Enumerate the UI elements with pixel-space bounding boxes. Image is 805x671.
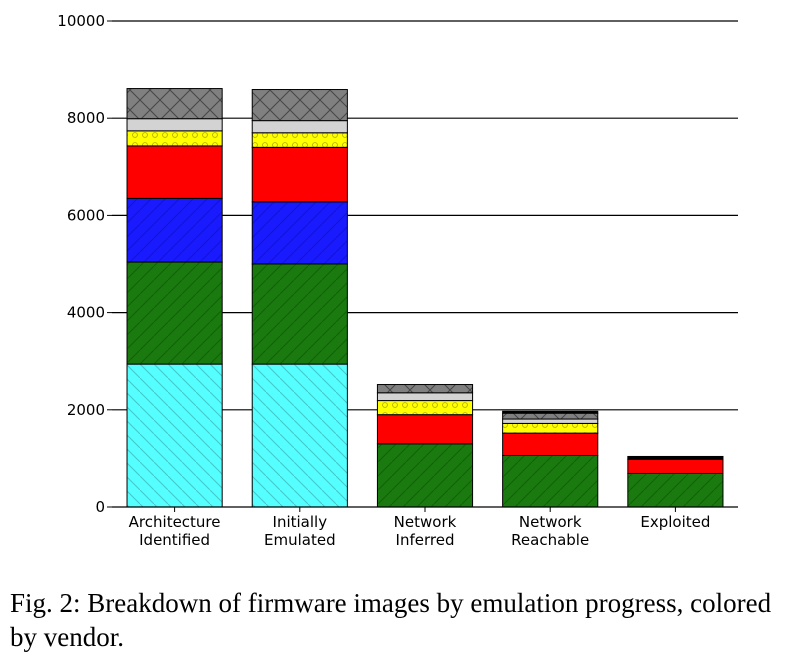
y-tick-label: 10000 (57, 12, 105, 30)
bar-segment-hatch (252, 201, 348, 264)
y-tick-label: 0 (95, 498, 105, 516)
bar-segment (251, 120, 348, 134)
bar-segment-hatch (627, 473, 723, 507)
figure-caption: Fig. 2: Breakdown of firmware images by … (10, 588, 772, 652)
axis-layer: 0 2000 4000 6000 8000 10000 Architecture Identi… (57, 12, 738, 549)
bar-segment-hatch (502, 423, 598, 434)
bar-segment-hatch (252, 89, 348, 121)
bar-segment (126, 145, 223, 199)
bar-segment-hatch (127, 198, 223, 263)
y-tick-label: 6000 (67, 206, 105, 224)
bar-segment-hatch (502, 455, 598, 507)
bar-segment-hatch (502, 413, 598, 420)
x-tick-label: Initially Emulated (264, 513, 336, 549)
y-tick-label: 2000 (67, 401, 105, 419)
x-tick-label: Exploited (640, 513, 710, 531)
x-tick-label: Network Reachable (511, 513, 589, 549)
stacked-bar-chart: 0 2000 4000 6000 8000 10000 Architecture Identi… (57, 12, 738, 549)
bar-segment-hatch (127, 364, 223, 507)
y-tick-label: 4000 (67, 304, 105, 322)
bar-segment-hatch (377, 443, 473, 507)
bar-segment-hatch (127, 88, 223, 119)
y-tick-label: 8000 (67, 109, 105, 127)
bar-segment (126, 118, 223, 132)
bar-segment (376, 414, 474, 445)
bar-segment (627, 455, 724, 460)
bar-segment (627, 458, 724, 474)
bar-segment-hatch (252, 364, 348, 507)
bars-layer (126, 88, 724, 508)
bar-segment-hatch (252, 132, 348, 148)
bar-segment (502, 418, 599, 424)
bar-segment-hatch (127, 262, 223, 365)
bar-segment (376, 392, 474, 402)
bar-segment (502, 432, 599, 456)
x-tick-label: Architecture Identified (129, 513, 221, 549)
bar-segment (502, 410, 599, 414)
bar-segment-hatch (127, 130, 223, 146)
bar-segment-hatch (377, 400, 473, 415)
bar-segment (251, 146, 348, 203)
x-tick-label: Network Inferred (394, 513, 457, 549)
bar-segment-hatch (377, 384, 473, 393)
bar-segment-hatch (252, 264, 348, 365)
